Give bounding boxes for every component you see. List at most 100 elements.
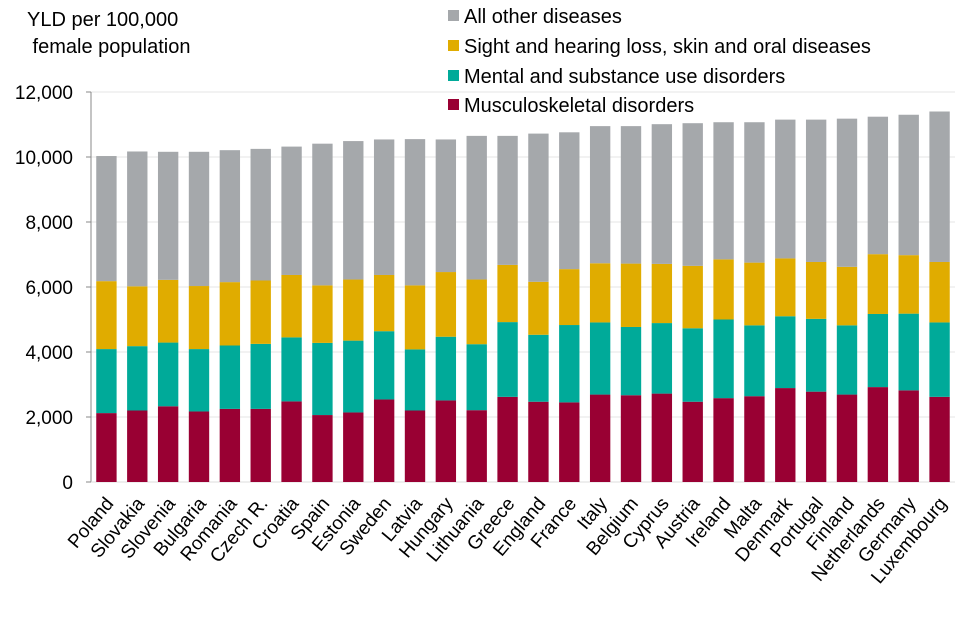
bar-all-other-diseases-sweden xyxy=(373,139,395,275)
bar-musculoskeletal-disorders-cyprus xyxy=(651,393,673,482)
bar-sight-and-hearing-loss-skin-and-oral-diseases-latvia xyxy=(404,285,426,350)
bar-all-other-diseases-lithuania xyxy=(466,135,487,280)
bar-sight-and-hearing-loss-skin-and-oral-diseases-slovenia xyxy=(157,279,179,343)
bar-musculoskeletal-disorders-bulgaria xyxy=(188,411,210,482)
bar-musculoskeletal-disorders-slovakia xyxy=(127,410,148,482)
bar-musculoskeletal-disorders-lithuania xyxy=(466,410,487,482)
legend: All other diseases Sight and hearing los… xyxy=(448,6,871,117)
bar-mental-and-substance-use-disorders-belgium xyxy=(620,326,642,396)
bar-sight-and-hearing-loss-skin-and-oral-diseases-germany xyxy=(898,255,919,314)
bar-all-other-diseases-france xyxy=(559,132,580,270)
bar-mental-and-substance-use-disorders-germany xyxy=(898,313,919,391)
bar-musculoskeletal-disorders-france xyxy=(559,402,580,482)
bar-all-other-diseases-slovenia xyxy=(157,151,179,280)
bar-musculoskeletal-disorders-portugal xyxy=(805,391,827,482)
y-tick-label: 10,000 xyxy=(15,148,73,169)
bar-musculoskeletal-disorders-belgium xyxy=(620,395,642,482)
bar-sight-and-hearing-loss-skin-and-oral-diseases-lithuania xyxy=(466,279,487,345)
y-tick-label: 8,000 xyxy=(25,213,73,234)
bar-mental-and-substance-use-disorders-spain xyxy=(312,342,333,416)
legend-swatch-musculoskeletal xyxy=(448,99,459,110)
bar-mental-and-substance-use-disorders-england xyxy=(528,334,549,402)
bar-sight-and-hearing-loss-skin-and-oral-diseases-ireland xyxy=(713,259,734,320)
bar-all-other-diseases-greece xyxy=(497,135,518,265)
bar-all-other-diseases-croatia xyxy=(281,146,302,275)
bar-sight-and-hearing-loss-skin-and-oral-diseases-cyprus xyxy=(651,263,673,324)
y-tick-label: 2,000 xyxy=(25,408,73,429)
legend-label-musculoskeletal: Musculoskeletal disorders xyxy=(464,95,694,117)
bar-sight-and-hearing-loss-skin-and-oral-diseases-england xyxy=(528,281,549,335)
bar-sight-and-hearing-loss-skin-and-oral-diseases-czech-r- xyxy=(250,280,271,344)
bar-mental-and-substance-use-disorders-estonia xyxy=(343,340,364,413)
bar-musculoskeletal-disorders-croatia xyxy=(281,401,302,482)
bar-musculoskeletal-disorders-netherlands xyxy=(867,387,889,482)
bar-all-other-diseases-germany xyxy=(898,114,919,256)
bar-mental-and-substance-use-disorders-latvia xyxy=(404,349,426,411)
bar-mental-and-substance-use-disorders-cyprus xyxy=(651,323,673,394)
bar-all-other-diseases-netherlands xyxy=(867,116,889,255)
bar-mental-and-substance-use-disorders-bulgaria xyxy=(188,349,210,412)
bar-sight-and-hearing-loss-skin-and-oral-diseases-poland xyxy=(96,281,117,350)
bar-musculoskeletal-disorders-spain xyxy=(312,415,333,482)
bar-all-other-diseases-portugal xyxy=(805,119,827,262)
bar-all-other-diseases-austria xyxy=(682,123,703,266)
bar-all-other-diseases-cyprus xyxy=(651,124,673,264)
bar-musculoskeletal-disorders-poland xyxy=(96,413,117,482)
bar-musculoskeletal-disorders-denmark xyxy=(775,388,796,482)
bar-sight-and-hearing-loss-skin-and-oral-diseases-sweden xyxy=(373,274,395,332)
bar-all-other-diseases-belgium xyxy=(620,126,642,264)
legend-label-all-other: All other diseases xyxy=(464,6,622,28)
bar-all-other-diseases-finland xyxy=(836,118,858,267)
bar-musculoskeletal-disorders-finland xyxy=(836,394,858,482)
y-axis-title-line2: female population xyxy=(27,36,190,58)
legend-swatch-sight-hearing xyxy=(448,40,459,51)
bar-musculoskeletal-disorders-latvia xyxy=(404,410,426,482)
bar-sight-and-hearing-loss-skin-and-oral-diseases-malta xyxy=(744,262,765,326)
bar-sight-and-hearing-loss-skin-and-oral-diseases-estonia xyxy=(343,279,364,341)
bar-all-other-diseases-slovakia xyxy=(127,151,148,287)
bar-musculoskeletal-disorders-slovenia xyxy=(157,406,179,482)
legend-swatch-all-other xyxy=(448,10,459,21)
bar-sight-and-hearing-loss-skin-and-oral-diseases-greece xyxy=(497,264,518,323)
legend-label-mental: Mental and substance use disorders xyxy=(464,66,785,88)
bar-musculoskeletal-disorders-england xyxy=(528,401,549,482)
bar-sight-and-hearing-loss-skin-and-oral-diseases-hungary xyxy=(435,272,457,337)
bar-mental-and-substance-use-disorders-denmark xyxy=(775,316,796,389)
legend-swatch-mental xyxy=(448,70,459,81)
bar-sight-and-hearing-loss-skin-and-oral-diseases-bulgaria xyxy=(188,286,210,350)
bar-sight-and-hearing-loss-skin-and-oral-diseases-finland xyxy=(836,266,858,326)
y-tick-label: 4,000 xyxy=(25,343,73,364)
bar-mental-and-substance-use-disorders-croatia xyxy=(281,337,302,402)
bar-mental-and-substance-use-disorders-portugal xyxy=(805,318,827,392)
bar-musculoskeletal-disorders-czech-r- xyxy=(250,408,271,482)
x-axis-labels: PolandSlovakiaSloveniaBulgariaRomaniaCze… xyxy=(64,493,951,588)
bars xyxy=(96,111,950,482)
legend-label-sight-hearing: Sight and hearing loss, skin and oral di… xyxy=(464,36,871,58)
bar-all-other-diseases-england xyxy=(528,133,549,282)
bar-mental-and-substance-use-disorders-netherlands xyxy=(867,313,889,388)
bar-all-other-diseases-romania xyxy=(219,150,241,283)
bar-musculoskeletal-disorders-sweden xyxy=(373,399,395,482)
bar-musculoskeletal-disorders-germany xyxy=(898,390,919,482)
bar-musculoskeletal-disorders-luxembourg xyxy=(929,396,950,482)
bar-all-other-diseases-bulgaria xyxy=(188,151,210,287)
bar-mental-and-substance-use-disorders-sweden xyxy=(373,331,395,400)
bar-mental-and-substance-use-disorders-luxembourg xyxy=(929,322,950,397)
bar-musculoskeletal-disorders-ireland xyxy=(713,398,734,482)
bar-all-other-diseases-luxembourg xyxy=(929,111,950,262)
bar-mental-and-substance-use-disorders-slovenia xyxy=(157,342,179,407)
bar-mental-and-substance-use-disorders-ireland xyxy=(713,319,734,399)
y-tick-label: 6,000 xyxy=(25,278,73,299)
bar-sight-and-hearing-loss-skin-and-oral-diseases-netherlands xyxy=(867,254,889,314)
bar-all-other-diseases-poland xyxy=(96,156,117,282)
bar-musculoskeletal-disorders-estonia xyxy=(343,412,364,482)
bar-sight-and-hearing-loss-skin-and-oral-diseases-france xyxy=(559,269,580,326)
bar-sight-and-hearing-loss-skin-and-oral-diseases-romania xyxy=(219,282,241,346)
bar-mental-and-substance-use-disorders-hungary xyxy=(435,336,457,401)
bar-mental-and-substance-use-disorders-italy xyxy=(589,322,611,395)
bar-musculoskeletal-disorders-romania xyxy=(219,408,241,482)
bar-sight-and-hearing-loss-skin-and-oral-diseases-portugal xyxy=(805,261,827,319)
bar-all-other-diseases-estonia xyxy=(343,141,364,280)
bar-musculoskeletal-disorders-greece xyxy=(497,396,518,482)
